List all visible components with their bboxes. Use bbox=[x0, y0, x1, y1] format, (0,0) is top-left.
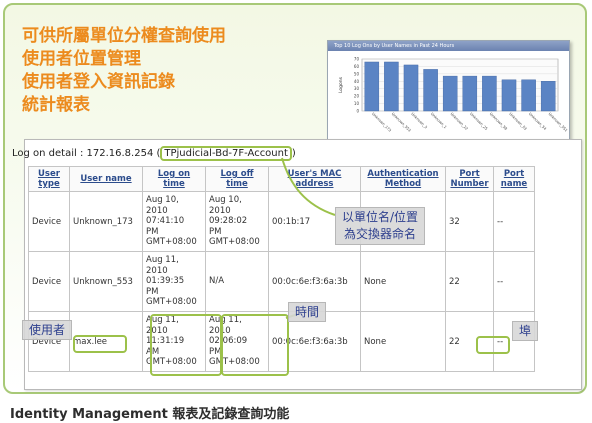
bar bbox=[521, 79, 536, 112]
feature-line: 統計報表 bbox=[22, 95, 90, 115]
log-on-part: 01:39:35 bbox=[146, 276, 185, 287]
cell-mac: 00:0c:6e:f3:6a:3b bbox=[268, 251, 361, 312]
y-tick-label: 50 bbox=[354, 71, 360, 76]
col-auth-method[interactable]: Authentication Method bbox=[360, 166, 446, 192]
switch-connector bbox=[281, 157, 336, 216]
table-row: Device max.lee Aug 11, 2010 11:31:19 AM … bbox=[28, 311, 535, 372]
cell-port-name: -- bbox=[493, 251, 535, 312]
cell-log-on: Aug 11, 2010 11:31:19 AM GMT+08:00 bbox=[142, 311, 206, 372]
cell-log-on: Aug 10, 2010 07:41:10 PM GMT+08:00 bbox=[142, 191, 206, 252]
log-on-part: GMT+08:00 bbox=[146, 297, 197, 308]
log-on-part: Aug 10, bbox=[146, 195, 179, 206]
cell-auth: None bbox=[360, 251, 446, 312]
cell-auth: None bbox=[360, 311, 446, 372]
user-callout: 使用者 bbox=[22, 320, 73, 340]
y-tick-label: 60 bbox=[354, 64, 360, 69]
log-off-part: Aug 10, bbox=[209, 195, 242, 206]
cell-port-number: 32 bbox=[445, 191, 494, 252]
log-off-part: 2010 bbox=[209, 325, 231, 336]
log-off-part: Aug 11, bbox=[209, 315, 242, 326]
log-off-highlight bbox=[221, 314, 289, 376]
log-on-part: GMT+08:00 bbox=[146, 237, 197, 248]
log-off-part: 09:28:02 bbox=[209, 216, 248, 227]
y-tick-label: 0 bbox=[356, 109, 359, 114]
bar bbox=[423, 69, 438, 112]
log-on-part: Aug 11, bbox=[146, 255, 179, 266]
cell-user-name: max.lee bbox=[69, 311, 143, 372]
feature-line: 使用者登入資訊記錄 bbox=[22, 72, 175, 92]
logon-account: TPjudicial-Bd-7F-Account bbox=[160, 146, 292, 161]
bar bbox=[384, 61, 399, 112]
bar bbox=[540, 81, 556, 112]
bar bbox=[403, 64, 419, 112]
table-row: Device Unknown_553 Aug 11, 2010 01:39:35… bbox=[28, 251, 535, 312]
slide-caption: Identity Management 報表及記錄查詢功能 bbox=[10, 407, 290, 422]
port-callout: 埠 bbox=[512, 321, 539, 341]
log-on-part: 2010 bbox=[146, 205, 168, 216]
cell-log-off: N/A bbox=[205, 251, 269, 312]
log-on-part: 2010 bbox=[146, 265, 168, 276]
log-on-part: PM bbox=[146, 286, 159, 297]
bar bbox=[501, 79, 517, 112]
log-off-part: PM bbox=[209, 346, 222, 357]
y-tick-label: 30 bbox=[354, 86, 360, 91]
cell-mac: 00:0c:6e:f3:6a:3b bbox=[268, 311, 361, 372]
cell-port-number: 22 bbox=[445, 311, 494, 372]
col-log-off-time[interactable]: Log off time bbox=[205, 166, 269, 192]
bar-chart: 010203040506070Unknown_173Unknown_553Unk… bbox=[338, 57, 568, 152]
user-name-highlight bbox=[73, 335, 127, 353]
log-off-part: 02:06:09 bbox=[209, 336, 248, 347]
log-off-part: GMT+08:00 bbox=[209, 357, 260, 368]
y-axis-label: Logons bbox=[338, 76, 344, 93]
logon-table: User type User name Log on time Log off … bbox=[28, 166, 535, 372]
logon-detail-label: Log on detail : 172.16.8.254 ( bbox=[12, 148, 161, 159]
bar bbox=[442, 75, 458, 112]
feature-line: 使用者位置管理 bbox=[22, 49, 141, 69]
log-off-part: GMT+08:00 bbox=[209, 237, 260, 248]
time-callout: 時間 bbox=[288, 302, 327, 322]
log-off-part: PM bbox=[209, 226, 222, 237]
bar bbox=[482, 75, 497, 112]
cell-log-off: Aug 11, 2010 02:06:09 PM GMT+08:00 bbox=[205, 311, 269, 372]
bar bbox=[462, 75, 478, 112]
y-tick-label: 40 bbox=[354, 79, 360, 84]
log-on-part: Aug 11, bbox=[146, 315, 179, 326]
port-highlight bbox=[476, 336, 510, 354]
chart-window-title: Top 10 Log Ons by User Names in Past 24 … bbox=[328, 41, 569, 51]
col-port-name[interactable]: Port name bbox=[493, 166, 535, 192]
y-tick-label: 20 bbox=[354, 94, 360, 99]
log-on-part: 2010 bbox=[146, 325, 168, 336]
col-user-name[interactable]: User name bbox=[69, 166, 143, 192]
chart-window: Top 10 Log Ons by User Names in Past 24 … bbox=[327, 40, 570, 155]
log-on-part: PM bbox=[146, 226, 159, 237]
log-on-part: 07:41:10 bbox=[146, 216, 185, 227]
log-off-part: 2010 bbox=[209, 205, 231, 216]
feature-line: 可供所屬單位分權查詢使用 bbox=[22, 26, 226, 46]
log-on-part: 11:31:19 bbox=[146, 336, 185, 347]
feature-list: 可供所屬單位分權查詢使用 使用者位置管理 使用者登入資訊記錄 統計報表 bbox=[22, 25, 226, 117]
logon-detail: Log on detail : 172.16.8.254 (TPjudicial… bbox=[12, 146, 296, 161]
log-on-part: AM bbox=[146, 346, 160, 357]
switch-name-callout: 以單位名/位置 為交換器命名 bbox=[335, 207, 426, 245]
col-port-number[interactable]: Port Number bbox=[445, 166, 494, 192]
y-tick-label: 70 bbox=[354, 57, 360, 62]
logon-detail-close: ) bbox=[291, 148, 296, 159]
bar bbox=[364, 61, 380, 112]
log-on-part: GMT+08:00 bbox=[146, 357, 197, 368]
y-tick-label: 10 bbox=[354, 101, 360, 106]
log-off-part: N/A bbox=[209, 276, 225, 287]
